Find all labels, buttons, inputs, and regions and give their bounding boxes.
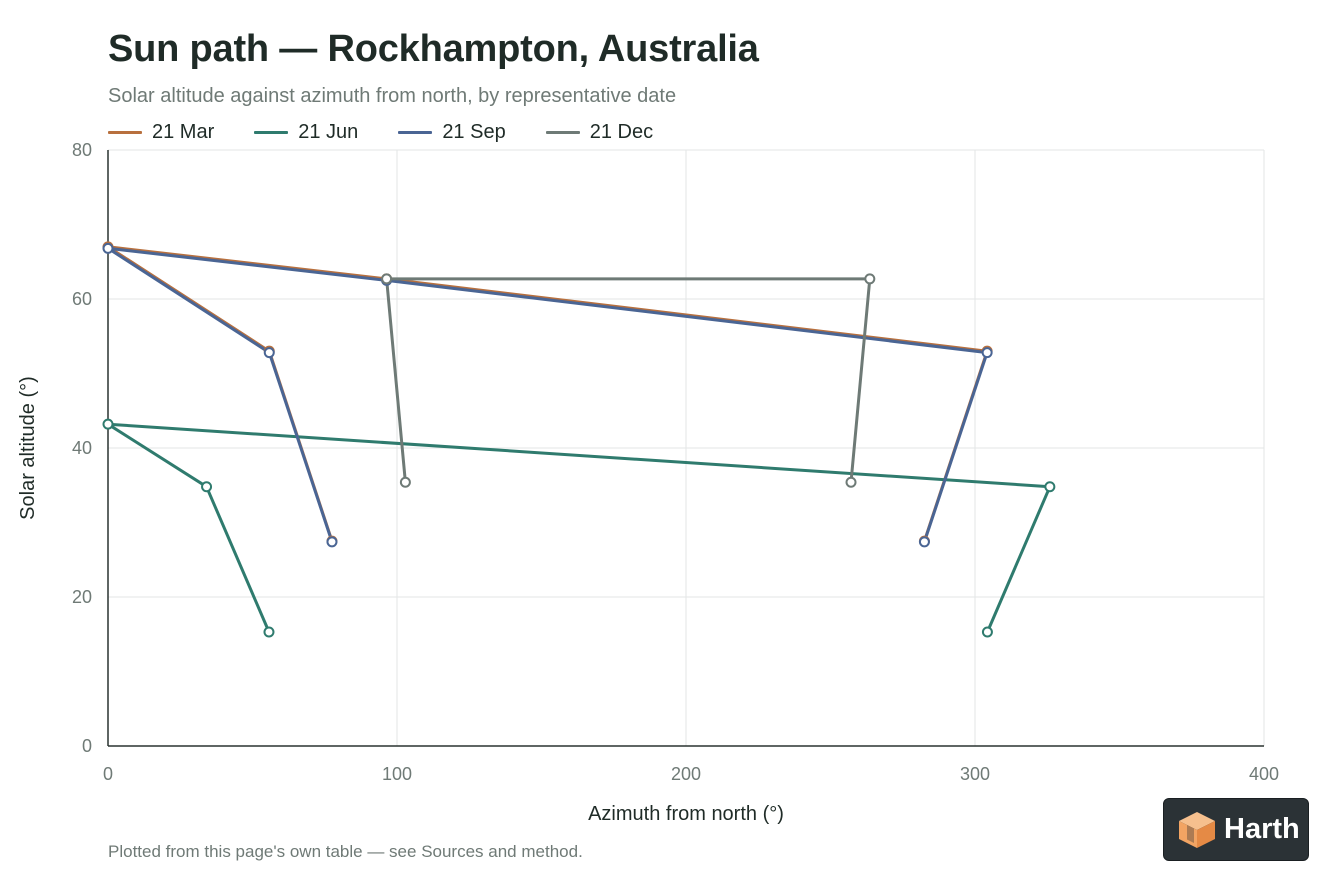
legend-label: 21 Dec: [589, 120, 654, 143]
data-point-21-sep: [981, 347, 993, 359]
series-line-21-sep: [106, 246, 989, 544]
grid-lines: [108, 149, 1265, 746]
legend-item-sep[interactable]: 21 Sep: [398, 120, 506, 144]
series-line-21-jun: [106, 422, 1052, 634]
y-axis-label: Solar altitude (°): [17, 376, 39, 520]
data-point-21-sep: [263, 347, 275, 359]
legend: 21 Mar 21 Jun 21 Sep 21 Dec: [108, 119, 693, 145]
legend-label: 21 Jun: [298, 120, 359, 143]
series-line-21-mar: [106, 245, 989, 543]
data-point-21-dec: [381, 273, 393, 285]
legend-label: 21 Sep: [442, 120, 506, 143]
x-tick-label: 400: [1249, 764, 1279, 784]
tick-labels: 0 100 200 300 400 0 20 40 60 80: [72, 140, 1279, 784]
data-point-21-sep: [326, 536, 338, 548]
series-line-21-dec: [385, 277, 872, 484]
x-tick-label: 200: [671, 764, 701, 784]
chart-title: Sun path — Rockhampton, Australia: [108, 28, 759, 70]
data-point-21-jun: [102, 418, 114, 430]
data-point-21-jun: [263, 626, 275, 638]
data-point-21-dec: [864, 273, 876, 285]
legend-item-mar[interactable]: 21 Mar: [108, 121, 214, 144]
legend-swatch: [398, 130, 433, 134]
logo-text: Harth: [1224, 813, 1300, 845]
cube-logo-icon: [1179, 811, 1215, 848]
series-markers: [102, 241, 1056, 638]
harth-logo[interactable]: Harth: [1163, 798, 1309, 861]
y-tick-label: 0: [82, 736, 92, 756]
legend-swatch: [108, 130, 142, 134]
legend-item-dec[interactable]: 21 Dec: [545, 120, 654, 144]
legend-swatch: [254, 130, 289, 134]
y-tick-label: 80: [72, 140, 92, 160]
data-point-21-dec: [845, 476, 857, 488]
x-tick-label: 100: [382, 764, 412, 784]
x-tick-label: 0: [103, 764, 113, 784]
series-lines: [106, 245, 1052, 634]
legend-label: 21 Mar: [152, 120, 215, 143]
legend-swatch: [545, 130, 580, 134]
x-axis-label: Azimuth from north (°): [588, 803, 784, 825]
source-note: Plotted from this page's own table — see…: [108, 842, 583, 861]
data-point-21-jun: [201, 481, 213, 493]
data-point-21-jun: [1044, 481, 1056, 493]
chart-subtitle: Solar altitude against azimuth from nort…: [108, 85, 677, 107]
data-point-21-dec: [399, 476, 411, 488]
data-point-21-sep: [918, 536, 930, 548]
x-tick-label: 300: [960, 764, 990, 784]
data-point-21-jun: [981, 626, 993, 638]
y-tick-label: 20: [72, 587, 92, 607]
legend-item-jun[interactable]: 21 Jun: [254, 121, 358, 144]
y-tick-label: 40: [72, 438, 92, 458]
data-point-21-sep: [102, 242, 114, 254]
y-tick-label: 60: [72, 289, 92, 309]
